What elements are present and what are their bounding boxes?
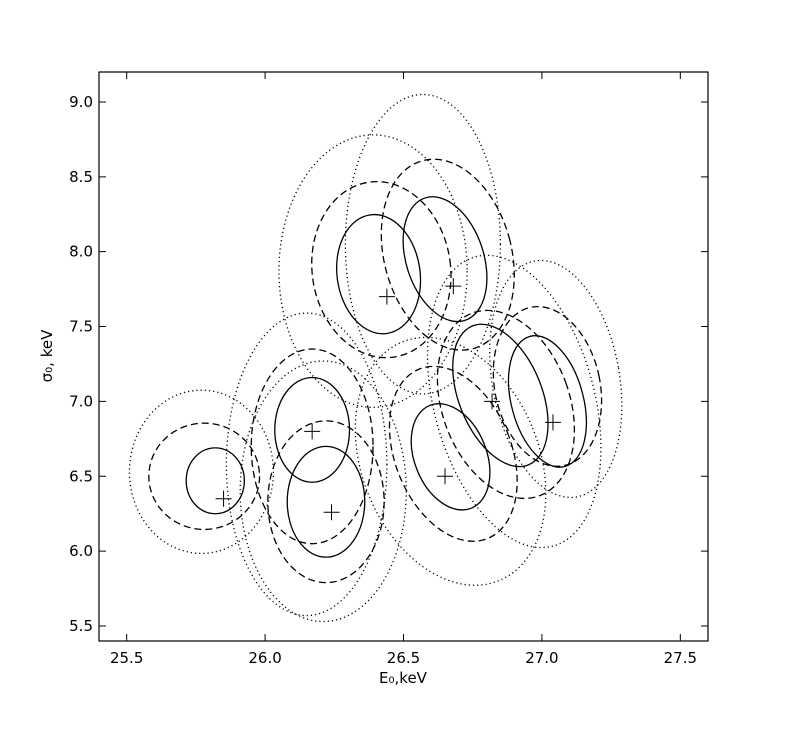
- contour: [311, 180, 452, 359]
- contour: [148, 422, 261, 531]
- contour: [185, 447, 245, 515]
- contour: [286, 445, 366, 558]
- y-tick-label: 6.0: [69, 542, 93, 560]
- x-axis-label: E₀,keV: [379, 669, 428, 687]
- x-tick-label: 25.5: [110, 649, 143, 667]
- best-fit-cross: [437, 468, 454, 485]
- best-fit-cross: [323, 504, 340, 521]
- contour: [344, 93, 502, 395]
- best-fit-cross: [544, 414, 561, 431]
- y-tick-label: 7.5: [69, 318, 93, 336]
- plot-frame: [98, 71, 709, 642]
- contour: [354, 336, 547, 586]
- x-tick-label: 27.0: [525, 649, 558, 667]
- best-fit-cross: [215, 490, 232, 507]
- contour: [452, 323, 549, 468]
- best-fit-cross: [484, 393, 501, 410]
- contour: [402, 196, 488, 323]
- contour: [507, 335, 587, 468]
- y-axis-label: σ₀, keV: [38, 329, 56, 382]
- contour: [267, 420, 385, 584]
- contour: [426, 254, 602, 549]
- x-tick-label: 27.5: [664, 649, 697, 667]
- contour: [278, 134, 468, 409]
- contour: [436, 309, 576, 500]
- y-tick-label: 5.5: [69, 617, 93, 635]
- best-fit-cross: [378, 288, 395, 305]
- contour: [250, 348, 374, 545]
- y-tick-label: 6.5: [69, 467, 93, 485]
- contour: [380, 158, 515, 351]
- y-tick-label: 9.0: [69, 93, 93, 111]
- contour: [410, 403, 491, 511]
- contour: [492, 305, 603, 467]
- x-tick-label: 26.5: [387, 649, 420, 667]
- y-tick-label: 8.5: [69, 168, 93, 186]
- best-fit-cross: [304, 423, 321, 440]
- contour: [274, 376, 351, 483]
- contour: [388, 365, 518, 542]
- y-tick-label: 8.0: [69, 243, 93, 261]
- contour: [128, 389, 275, 555]
- contour: [225, 312, 388, 617]
- contour: [489, 259, 623, 499]
- x-tick-label: 26.0: [248, 649, 281, 667]
- best-fit-cross: [445, 278, 462, 295]
- contour: [335, 213, 422, 335]
- y-tick-label: 7.0: [69, 392, 93, 410]
